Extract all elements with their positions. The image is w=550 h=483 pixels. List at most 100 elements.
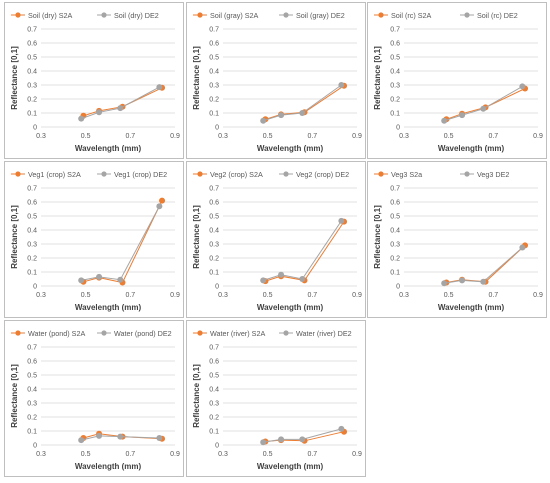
y-tick-label: 0.3	[27, 401, 37, 408]
y-tick-label: 0.3	[27, 83, 37, 90]
x-tick-label: 0.5	[263, 133, 273, 140]
data-point	[78, 115, 85, 122]
x-tick-label: 0.3	[218, 292, 228, 299]
legend-marker	[197, 330, 203, 336]
chart-panel: Soil (dry) S2A Soil (dry) DE2 0 0.1 0.2 0.3 0.…	[4, 2, 184, 159]
x-tick-label: 0.9	[352, 451, 362, 458]
y-tick-label: 0.3	[27, 242, 37, 249]
chart-svg: Veg2 (crop) S2A Veg2 (crop) DE2 0 0.1 0.2 0.3…	[192, 170, 362, 312]
series-line	[81, 435, 160, 441]
x-tick-label: 0.9	[170, 292, 180, 299]
x-tick-label: 0.9	[352, 292, 362, 299]
y-tick-label: 0.4	[27, 387, 37, 394]
x-tick-label: 0.3	[218, 451, 228, 458]
data-point	[519, 83, 526, 90]
y-tick-label: 0.7	[27, 345, 37, 352]
y-tick-label: 0.3	[209, 242, 219, 249]
legend-label: Soil (rc) S2A	[391, 11, 432, 20]
y-tick-label: 0.2	[209, 415, 219, 422]
chart-panel: Veg3 S2a Veg3 DE2 0 0.1 0.2 0.3 0.4 0.5 0.6 0.7 0.…	[367, 161, 547, 318]
data-point	[260, 117, 267, 124]
x-tick-label: 0.5	[81, 451, 91, 458]
data-point	[441, 280, 448, 287]
data-point	[159, 197, 166, 204]
x-tick-label: 0.7	[125, 292, 135, 299]
y-tick-label: 0.4	[27, 69, 37, 76]
x-tick-label: 0.3	[399, 292, 409, 299]
legend-item: Veg2 (crop) S2A	[193, 170, 263, 179]
chart-svg: Soil (gray) S2A Soil (gray) DE2 0 0.1 0.2 0.3…	[192, 11, 362, 153]
data-point	[338, 425, 345, 432]
x-tick-label: 0.5	[444, 292, 454, 299]
x-tick-label: 0.7	[125, 133, 135, 140]
chart-panel: Water (pond) S2A Water (pond) DE2 0 0.1 0.2 0…	[4, 320, 184, 477]
data-point	[96, 109, 103, 116]
y-tick-label: 0	[33, 443, 37, 450]
legend-marker	[101, 171, 107, 177]
y-tick-label: 0.5	[27, 55, 37, 62]
data-point	[156, 84, 163, 91]
data-point	[78, 277, 85, 284]
x-tick-label: 0.7	[307, 133, 317, 140]
data-point	[441, 117, 448, 124]
y-tick-label: 0.4	[390, 228, 400, 235]
y-tick-label: 0	[396, 125, 400, 132]
y-tick-label: 0.6	[209, 200, 219, 207]
x-axis-title: Wavelength (mm)	[438, 303, 505, 312]
legend-item: Water (pond) DE2	[97, 329, 172, 338]
data-point	[299, 110, 306, 116]
data-point	[117, 433, 124, 440]
y-tick-label: 0.2	[27, 256, 37, 263]
series-line	[263, 220, 342, 281]
y-tick-label: 0	[215, 443, 219, 450]
legend-item: Soil (dry) DE2	[97, 11, 159, 20]
legend-label: Water (pond) DE2	[114, 329, 172, 338]
data-point	[278, 436, 285, 443]
y-axis-title: Reflectance [0,1]	[10, 205, 19, 269]
x-tick-label: 0.5	[444, 133, 454, 140]
legend-item: Water (pond) S2A	[11, 329, 85, 338]
y-tick-label: 0.4	[209, 387, 219, 394]
legend-item: Soil (dry) S2A	[11, 11, 73, 20]
x-tick-label: 0.5	[81, 133, 91, 140]
chart-svg: Veg3 S2a Veg3 DE2 0 0.1 0.2 0.3 0.4 0.5 0.6 0.7 0.…	[373, 170, 543, 312]
y-tick-label: 0.5	[209, 214, 219, 221]
data-point	[519, 244, 526, 251]
y-tick-label: 0	[396, 284, 400, 291]
legend-label: Soil (rc) DE2	[477, 11, 518, 20]
y-tick-label: 0.4	[390, 69, 400, 76]
chart-svg: Veg1 (crop) S2A Veg1 (crop) DE2 0 0.1 0.2 0.3…	[10, 170, 180, 312]
chart-panel: Water (river) S2A Water (river) DE2 0 0.1 0.…	[186, 320, 366, 477]
legend-marker	[378, 12, 384, 18]
y-tick-label: 0.1	[390, 111, 400, 118]
x-axis-title: Wavelength (mm)	[257, 462, 324, 471]
y-axis-title: Reflectance [0,1]	[10, 46, 19, 110]
legend-item: Veg3 S2a	[374, 170, 422, 179]
y-tick-label: 0.6	[27, 359, 37, 366]
legend-marker	[283, 171, 289, 177]
y-tick-label: 0.3	[390, 242, 400, 249]
data-point	[278, 112, 285, 119]
y-tick-label: 0.5	[209, 373, 219, 380]
y-tick-label: 0	[215, 284, 219, 291]
legend-marker	[378, 171, 384, 177]
legend-label: Veg3 S2a	[391, 170, 422, 179]
x-tick-label: 0.3	[36, 451, 46, 458]
legend-item: Veg2 (crop) DE2	[279, 170, 349, 179]
x-tick-label: 0.5	[263, 451, 273, 458]
y-axis-title: Reflectance [0,1]	[373, 205, 382, 269]
y-tick-label: 0.7	[209, 345, 219, 352]
chart-svg: Water (pond) S2A Water (pond) DE2 0 0.1 0.2 0…	[10, 329, 180, 471]
legend-label: Veg1 (crop) S2A	[28, 170, 81, 179]
y-tick-label: 0.3	[209, 83, 219, 90]
y-tick-label: 0.1	[390, 270, 400, 277]
x-tick-label: 0.7	[125, 451, 135, 458]
legend-item: Water (river) DE2	[279, 329, 352, 338]
data-point	[299, 436, 306, 443]
x-axis-title: Wavelength (mm)	[75, 303, 142, 312]
y-tick-label: 0.2	[390, 97, 400, 104]
legend-label: Soil (gray) DE2	[296, 11, 345, 20]
y-tick-label: 0.6	[390, 200, 400, 207]
y-tick-label: 0.1	[209, 270, 219, 277]
